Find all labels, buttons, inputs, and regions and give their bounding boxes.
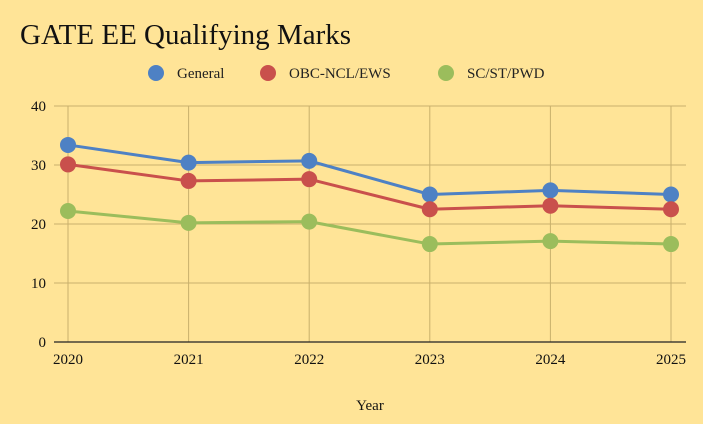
series-2	[60, 203, 679, 253]
data-point	[421, 186, 438, 203]
series-1	[60, 156, 679, 218]
series-line	[67, 162, 672, 211]
series-line	[67, 143, 672, 196]
legend-item: OBC-NCL/EWS	[260, 65, 391, 82]
data-point	[421, 201, 438, 218]
data-point	[663, 236, 679, 253]
x-tick-label: 2020	[53, 352, 83, 368]
legend-marker	[260, 65, 276, 81]
y-tick-label: 40	[31, 99, 46, 115]
y-tick-label: 0	[39, 335, 47, 351]
x-tick-label: 2024	[535, 352, 566, 368]
data-point	[60, 136, 76, 153]
data-point	[180, 154, 197, 171]
grid	[54, 105, 686, 342]
legend-marker	[148, 65, 164, 81]
data-point	[542, 233, 559, 250]
x-tick-label: 2025	[656, 352, 686, 368]
chart-title: GATE EE Qualifying Marks	[20, 19, 351, 51]
data-point	[180, 172, 197, 189]
data-point	[180, 214, 197, 231]
legend-marker	[438, 65, 454, 81]
data-point	[542, 182, 559, 199]
data-point	[301, 213, 318, 230]
series-0	[60, 136, 679, 203]
x-tick-label: 2023	[415, 352, 445, 368]
series-group	[60, 136, 679, 253]
y-tick-label: 30	[31, 158, 46, 174]
legend-item: SC/ST/PWD	[438, 65, 545, 82]
x-tick-label: 2022	[294, 352, 324, 368]
legend-label: SC/ST/PWD	[467, 66, 545, 82]
series-line	[67, 209, 672, 246]
x-axis-title: Year	[356, 398, 384, 414]
axes: 0 10 20 30 40 2020 2021 2022 2023 2024 2025	[31, 99, 686, 368]
legend-item: General	[148, 65, 224, 82]
data-point	[60, 203, 76, 220]
y-tick-label: 10	[31, 276, 46, 292]
data-point	[663, 201, 679, 218]
legend: General OBC-NCL/EWS SC/ST/PWD	[148, 65, 545, 82]
data-point	[60, 156, 76, 173]
data-point	[301, 171, 318, 188]
y-tick-label: 20	[31, 217, 46, 233]
data-point	[663, 186, 679, 203]
legend-label: OBC-NCL/EWS	[289, 66, 391, 82]
data-point	[542, 197, 559, 214]
data-point	[421, 236, 438, 253]
legend-label: General	[177, 66, 224, 82]
x-tick-label: 2021	[174, 352, 204, 368]
data-point	[301, 152, 318, 169]
